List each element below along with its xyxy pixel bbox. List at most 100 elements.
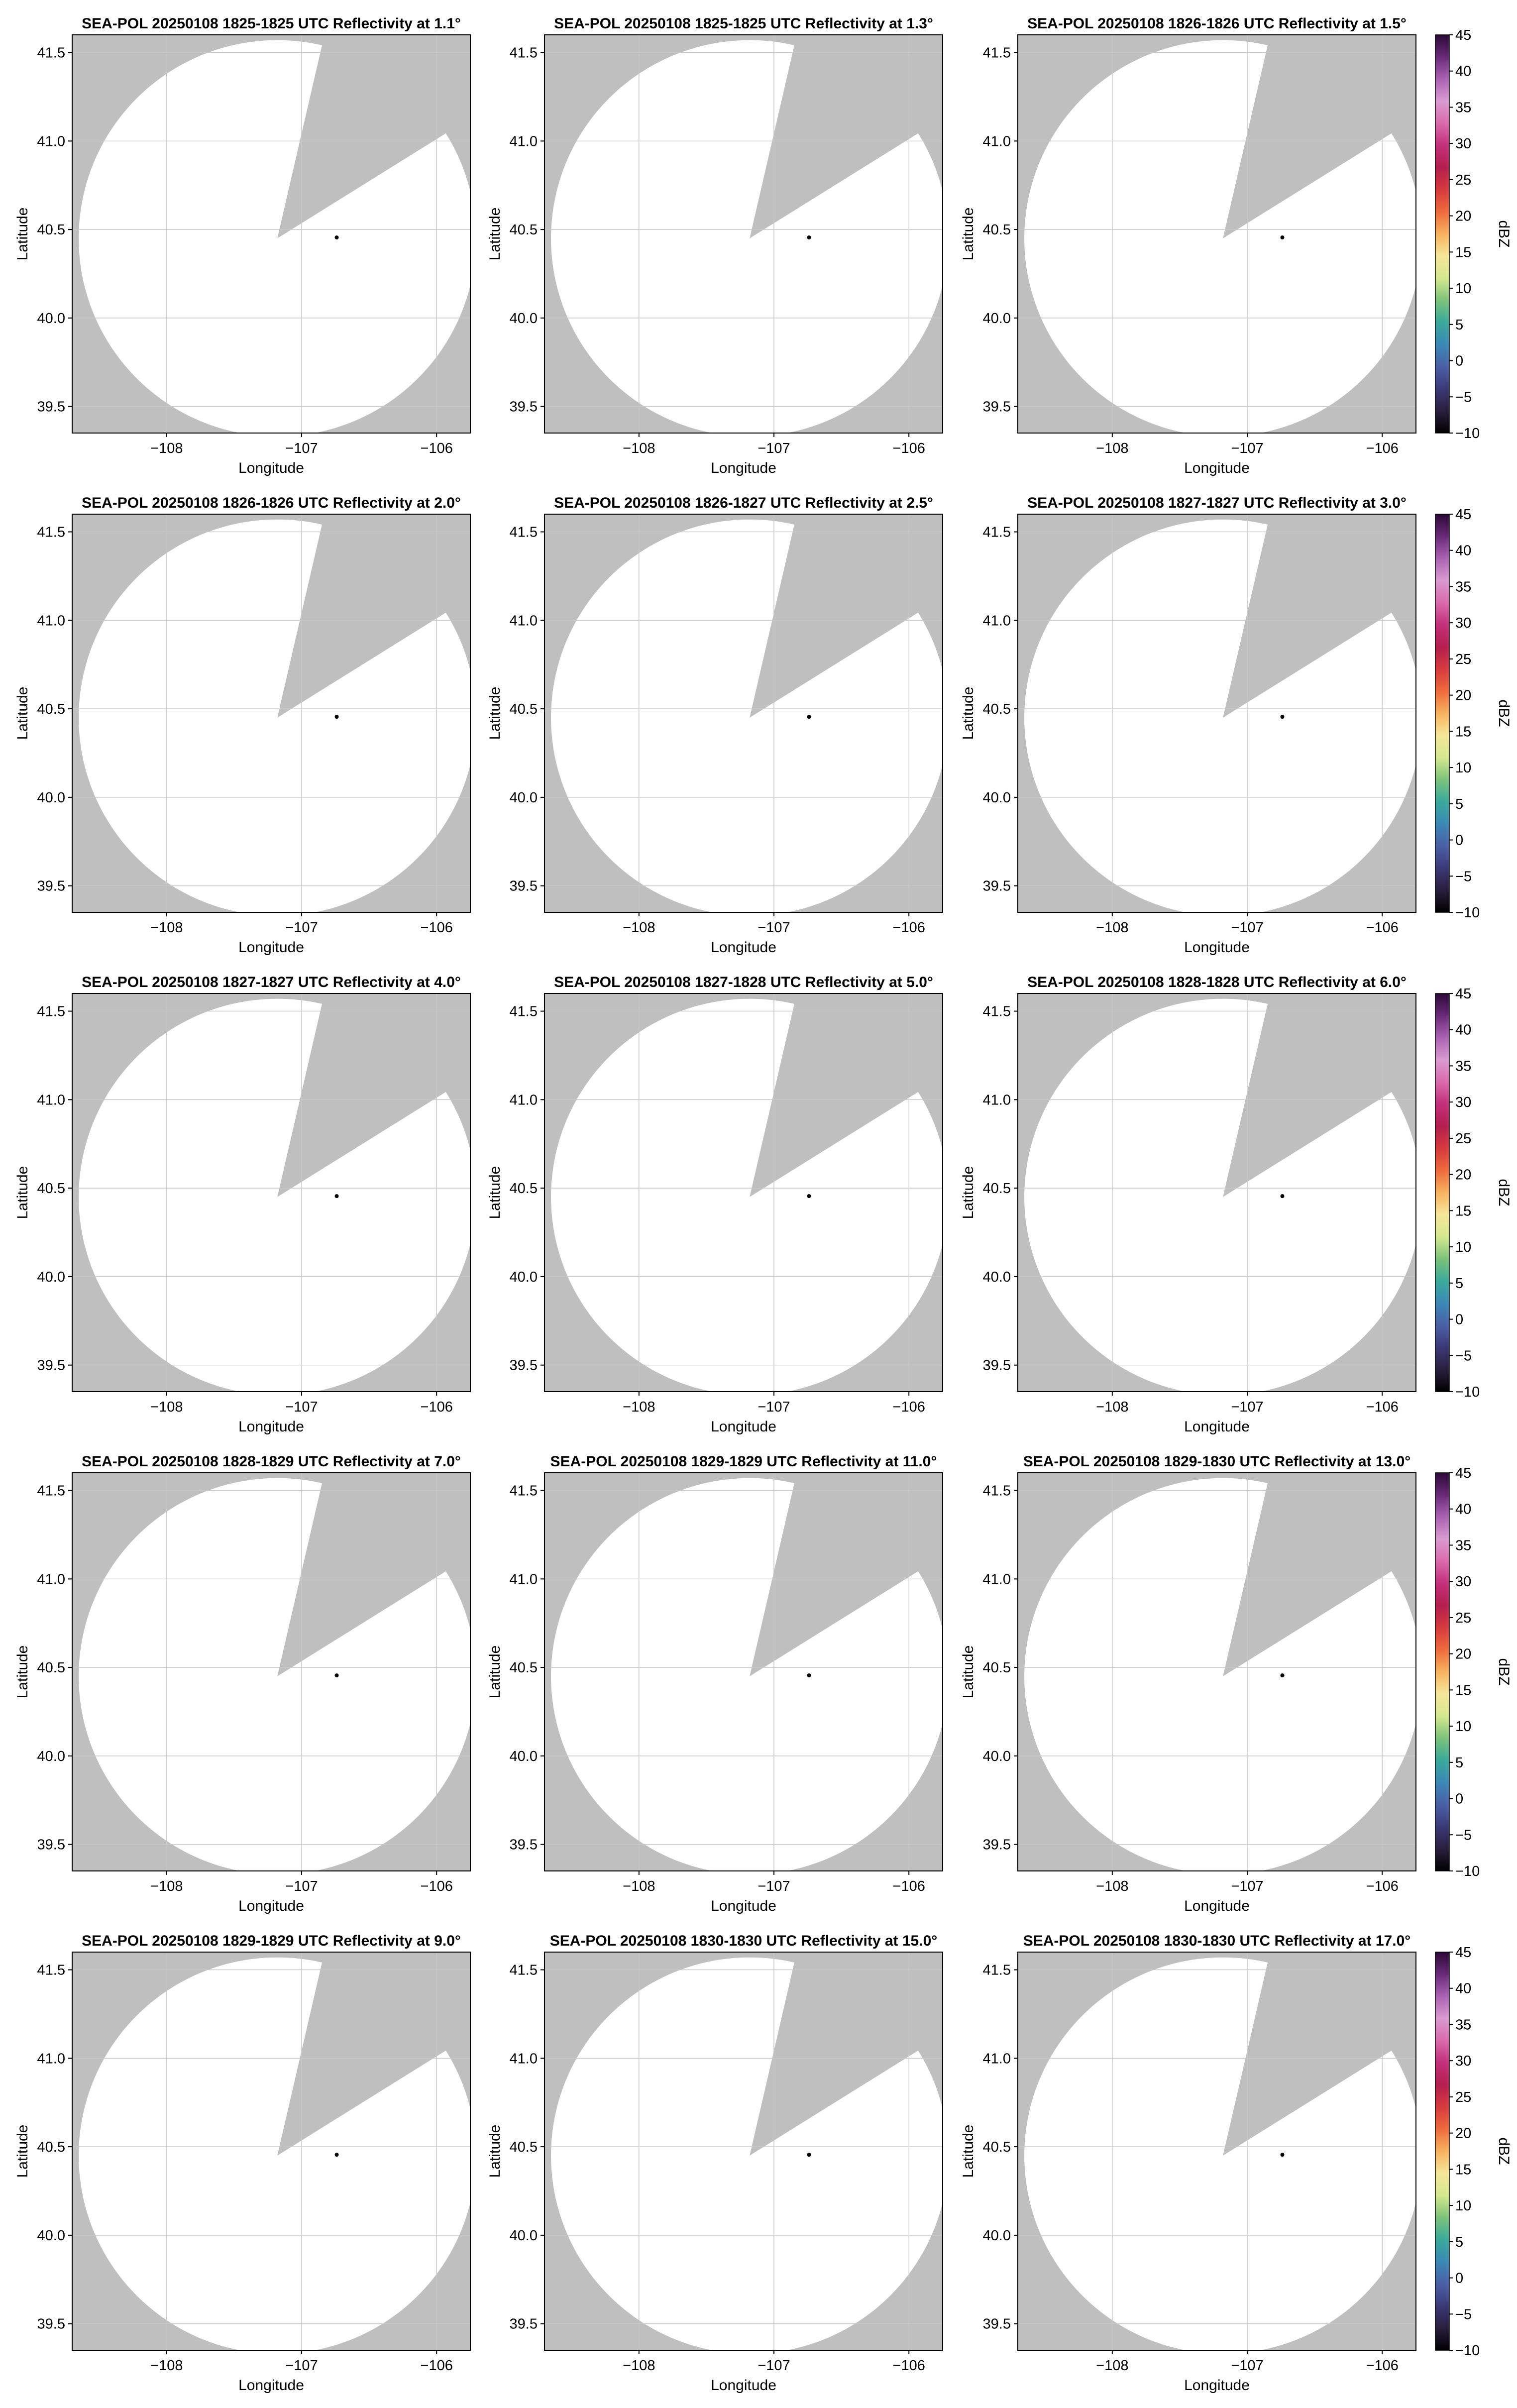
radar-coverage-area	[551, 519, 943, 912]
x-tick-label: −106	[421, 440, 453, 456]
y-tick-label: 39.5	[37, 2316, 65, 2332]
colorbar-tick-label: 40	[1455, 64, 1471, 80]
colorbar-tick-label: 25	[1455, 652, 1471, 667]
radar-coverage-area	[79, 40, 470, 433]
colorbar-tick-label: 15	[1455, 1682, 1471, 1698]
colorbar-label: dBZ	[1496, 220, 1512, 247]
x-axis-label: Longitude	[238, 2377, 304, 2394]
colorbar-tick-label: 10	[1455, 281, 1471, 297]
y-tick-label: 41.0	[510, 1092, 538, 1108]
y-tick-label: 41.0	[983, 613, 1011, 629]
y-tick-label: 41.0	[510, 613, 538, 629]
panel-title: SEA-POL 20250108 1827-1827 UTC Reflectiv…	[82, 974, 461, 990]
y-tick-label: 41.5	[510, 45, 538, 61]
radar-site-marker	[807, 1673, 811, 1678]
y-tick-label: 41.5	[983, 45, 1011, 61]
panel-title: SEA-POL 20250108 1828-1829 UTC Reflectiv…	[82, 1453, 461, 1470]
panel-title: SEA-POL 20250108 1825-1825 UTC Reflectiv…	[554, 15, 933, 32]
y-tick-label: 39.5	[983, 1358, 1011, 1374]
colorbar-tick-label: 35	[1455, 100, 1471, 115]
radar-coverage-area	[551, 1957, 943, 2350]
x-tick-label: −107	[1231, 2358, 1263, 2374]
y-tick-label: 41.5	[37, 1483, 65, 1499]
x-axis-label: Longitude	[238, 939, 304, 956]
y-tick-label: 40.5	[37, 2139, 65, 2155]
x-tick-label: −108	[623, 1399, 655, 1415]
radar-panel-14: −108 −107 −106 41.5 41.0 40.5 40.0 39.5 SEA-POL …	[487, 1933, 943, 2394]
y-tick-label: 41.0	[37, 613, 65, 629]
colorbar-gradient	[1435, 1472, 1450, 1871]
radar-site-marker	[807, 1194, 811, 1199]
y-tick-label: 40.5	[983, 701, 1011, 717]
x-tick-label: −108	[623, 920, 655, 936]
colorbar-tick-label: 35	[1455, 579, 1471, 595]
radar-coverage-area	[79, 1957, 470, 2350]
y-tick-label: 41.5	[37, 1004, 65, 1020]
colorbar-tick-label: 0	[1455, 1312, 1463, 1328]
radar-panel-2: −108 −107 −106 41.5 41.0 40.5 40.0 39.5 SEA-POL …	[487, 15, 943, 476]
x-tick-label: −106	[1366, 1399, 1399, 1415]
x-tick-label: −108	[150, 2358, 183, 2374]
y-tick-label: 41.0	[510, 133, 538, 149]
plot-frame	[544, 993, 943, 1392]
colorbar-label: dBZ	[1496, 1658, 1512, 1685]
colorbar-tick-label: 20	[1455, 1646, 1471, 1662]
y-tick-label: 39.5	[510, 399, 538, 415]
plot-frame	[544, 1472, 943, 1871]
colorbar-tick-label: 40	[1455, 1981, 1471, 1997]
colorbar-gradient	[1435, 34, 1450, 434]
colorbar-tick-label: 35	[1455, 2017, 1471, 2033]
x-tick-label: −106	[421, 1878, 453, 1894]
colorbar-tick-label: −5	[1455, 389, 1472, 405]
panel-title: SEA-POL 20250108 1829-1829 UTC Reflectiv…	[82, 1933, 461, 1949]
y-tick-label: 40.0	[37, 1749, 65, 1764]
colorbar-tick-label: 15	[1455, 2162, 1471, 2178]
y-tick-label: 39.5	[510, 2316, 538, 2332]
colorbar-tick-label: 20	[1455, 2126, 1471, 2142]
y-tick-label: 40.5	[37, 1660, 65, 1676]
colorbar-tick-label: −10	[1455, 905, 1480, 921]
colorbar-tick-label: 25	[1455, 1131, 1471, 1147]
y-axis-label: Latitude	[14, 208, 31, 261]
colorbar-tick-label: 45	[1455, 986, 1471, 1002]
y-tick-label: 40.0	[983, 2228, 1011, 2244]
y-tick-label: 41.5	[37, 45, 65, 61]
colorbar-tick-label: 15	[1455, 244, 1471, 260]
y-tick-label: 39.5	[983, 878, 1011, 894]
y-tick-label: 39.5	[510, 878, 538, 894]
colorbar-tick-label: 40	[1455, 1502, 1471, 1518]
x-axis-label: Longitude	[1184, 1898, 1250, 1914]
radar-panel-7: −108 −107 −106 41.5 41.0 40.5 40.0 39.5 SEA-POL …	[14, 974, 471, 1435]
y-tick-label: 39.5	[983, 399, 1011, 415]
x-axis-label: Longitude	[238, 460, 304, 476]
y-tick-label: 41.5	[983, 1004, 1011, 1020]
x-axis-label: Longitude	[711, 1898, 776, 1914]
y-tick-label: 40.5	[510, 1660, 538, 1676]
x-axis-label: Longitude	[711, 939, 776, 956]
y-tick-label: 40.0	[510, 2228, 538, 2244]
radar-site-marker	[334, 235, 339, 240]
colorbar-tick-label: 25	[1455, 2089, 1471, 2105]
colorbar-tick-label: 15	[1455, 1203, 1471, 1219]
y-axis-label: Latitude	[487, 1645, 503, 1699]
y-tick-label: 40.5	[983, 222, 1011, 238]
colorbar-tick-label: 0	[1455, 2271, 1463, 2287]
y-tick-label: 41.5	[37, 1963, 65, 1978]
colorbar-tick-label: 10	[1455, 1239, 1471, 1255]
y-tick-label: 40.0	[510, 790, 538, 806]
radar-panel-15: −108 −107 −106 41.5 41.0 40.5 40.0 39.5 SEA-POL …	[960, 1933, 1512, 2394]
radar-coverage-area	[1024, 998, 1416, 1392]
colorbar-tick-label: −5	[1455, 1827, 1472, 1843]
x-tick-label: −108	[1096, 920, 1128, 936]
colorbar-tick-label: −5	[1455, 869, 1472, 884]
colorbar-tick-label: 5	[1455, 317, 1463, 333]
radar-site-marker	[1280, 2153, 1285, 2157]
y-tick-label: 40.5	[37, 222, 65, 238]
colorbar-tick-label: 10	[1455, 760, 1471, 776]
plot-frame	[72, 1472, 471, 1871]
colorbar-tick-label: 5	[1455, 2234, 1463, 2250]
y-tick-label: 39.5	[37, 1358, 65, 1374]
colorbar-label: dBZ	[1496, 1179, 1512, 1206]
colorbar-tick-label: 5	[1455, 1755, 1463, 1771]
